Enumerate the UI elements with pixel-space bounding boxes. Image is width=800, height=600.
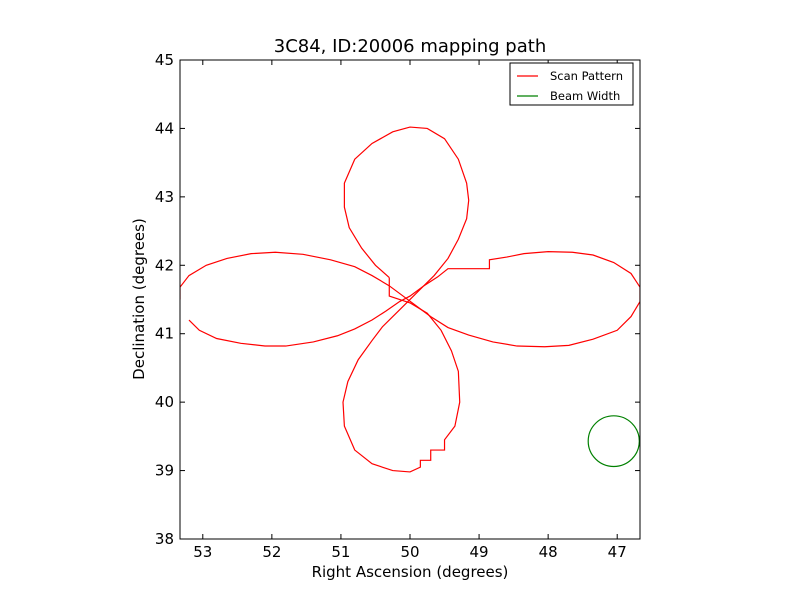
y-tick-label: 39: [155, 462, 174, 480]
x-tick-label: 48: [539, 543, 558, 561]
beam-width-circle: [587, 415, 640, 468]
legend-label-beam-width: Beam Width: [550, 89, 620, 103]
x-tick-label: 51: [331, 543, 350, 561]
x-tick-label: 47: [608, 543, 627, 561]
y-tick-label: 44: [155, 119, 174, 137]
y-tick-label: 42: [155, 256, 174, 274]
legend-label-scan-pattern: Scan Pattern: [550, 69, 623, 83]
y-tick-label: 43: [155, 188, 174, 206]
chart-title: 3C84, ID:20006 mapping path: [274, 36, 546, 57]
y-tick-label: 45: [155, 51, 174, 69]
y-tick-label: 41: [155, 325, 174, 343]
x-tick-label: 52: [262, 543, 281, 561]
scan-pattern-line: [180, 250, 640, 348]
x-tick-label: 50: [400, 543, 419, 561]
legend-box: [509, 62, 634, 106]
legend: Scan Pattern Beam Width: [509, 62, 634, 106]
y-axis-label: Declination (degrees): [130, 218, 148, 380]
y-tick-label: 40: [155, 393, 174, 411]
x-tick-label: 53: [193, 543, 212, 561]
plot-area: [179, 59, 641, 540]
y-axis-ticks: 38 39 40 41 42 43 44 45: [155, 51, 640, 548]
y-tick-label: 38: [155, 530, 174, 548]
x-tick-label: 49: [470, 543, 489, 561]
scan-pattern-vertical-line: [342, 126, 470, 473]
series-group: [180, 126, 640, 473]
x-axis-label: Right Ascension (degrees): [312, 563, 509, 581]
x-axis-ticks: 53 52 51 50 49 48 47: [193, 60, 627, 561]
